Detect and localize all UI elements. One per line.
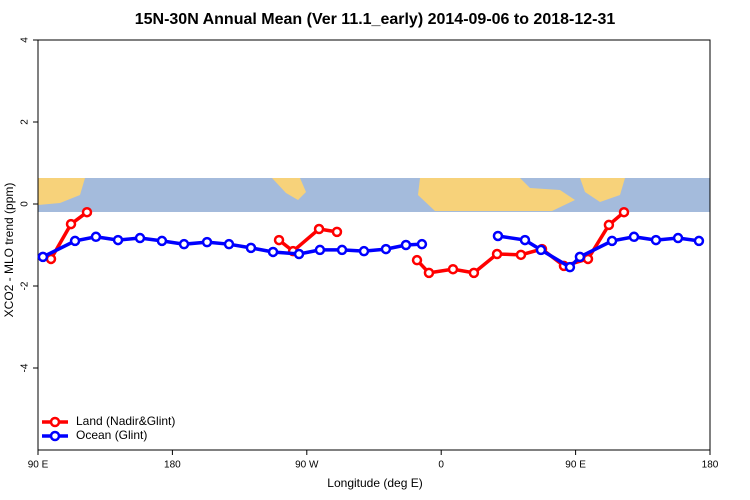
x-tick-label: 180	[164, 460, 181, 471]
y-axis-label: XCO2 - MLO trend (ppm)	[2, 183, 16, 318]
legend-label: Land (Nadir&Glint)	[76, 414, 175, 428]
point	[603, 219, 615, 231]
point	[564, 261, 576, 273]
point	[314, 244, 326, 256]
y-tick-label: -2	[20, 281, 31, 290]
y-tick-label: 2	[20, 119, 31, 125]
y-tick-label: -4	[20, 363, 31, 372]
point	[134, 232, 146, 244]
point	[468, 267, 480, 279]
legend-marker	[49, 416, 61, 428]
point	[245, 242, 257, 254]
point	[492, 230, 504, 242]
point	[223, 238, 235, 250]
point	[37, 251, 49, 263]
x-tick-label: 90 E	[565, 460, 586, 471]
point	[672, 232, 684, 244]
point	[90, 231, 102, 243]
point	[416, 238, 428, 250]
point	[358, 245, 370, 257]
point	[336, 244, 348, 256]
legend-label: Ocean (Glint)	[76, 428, 147, 442]
point	[535, 244, 547, 256]
y-tick-label: 0	[20, 201, 31, 207]
point	[178, 238, 190, 250]
point	[293, 248, 305, 260]
point	[606, 235, 618, 247]
point	[81, 206, 93, 218]
x-tick-label: 90 W	[295, 460, 319, 471]
point	[69, 235, 81, 247]
point	[331, 226, 343, 238]
chart-title: 15N-30N Annual Mean (Ver 11.1_early) 201…	[135, 11, 616, 28]
x-axis-label: Longitude (deg E)	[327, 476, 422, 490]
point	[201, 236, 213, 248]
point	[491, 248, 503, 260]
point	[628, 231, 640, 243]
point	[400, 239, 412, 251]
point	[447, 263, 459, 275]
point	[519, 234, 531, 246]
point	[65, 218, 77, 230]
x-tick-label: 180	[702, 460, 719, 471]
point	[156, 235, 168, 247]
point	[112, 234, 124, 246]
point	[650, 234, 662, 246]
y-tick-label: 4	[20, 37, 31, 43]
map-strip	[38, 178, 710, 212]
point	[313, 223, 325, 235]
point	[574, 251, 586, 263]
point	[411, 254, 423, 266]
x-tick-label: 0	[438, 460, 444, 471]
point	[273, 234, 285, 246]
point	[618, 206, 630, 218]
point	[267, 246, 279, 258]
plot-frame	[37, 39, 711, 451]
point	[693, 235, 705, 247]
point	[515, 249, 527, 261]
x-tick-label: 90 E	[28, 460, 49, 471]
point	[423, 267, 435, 279]
series-line	[49, 210, 626, 275]
legend-marker	[49, 430, 61, 442]
point	[380, 243, 392, 255]
